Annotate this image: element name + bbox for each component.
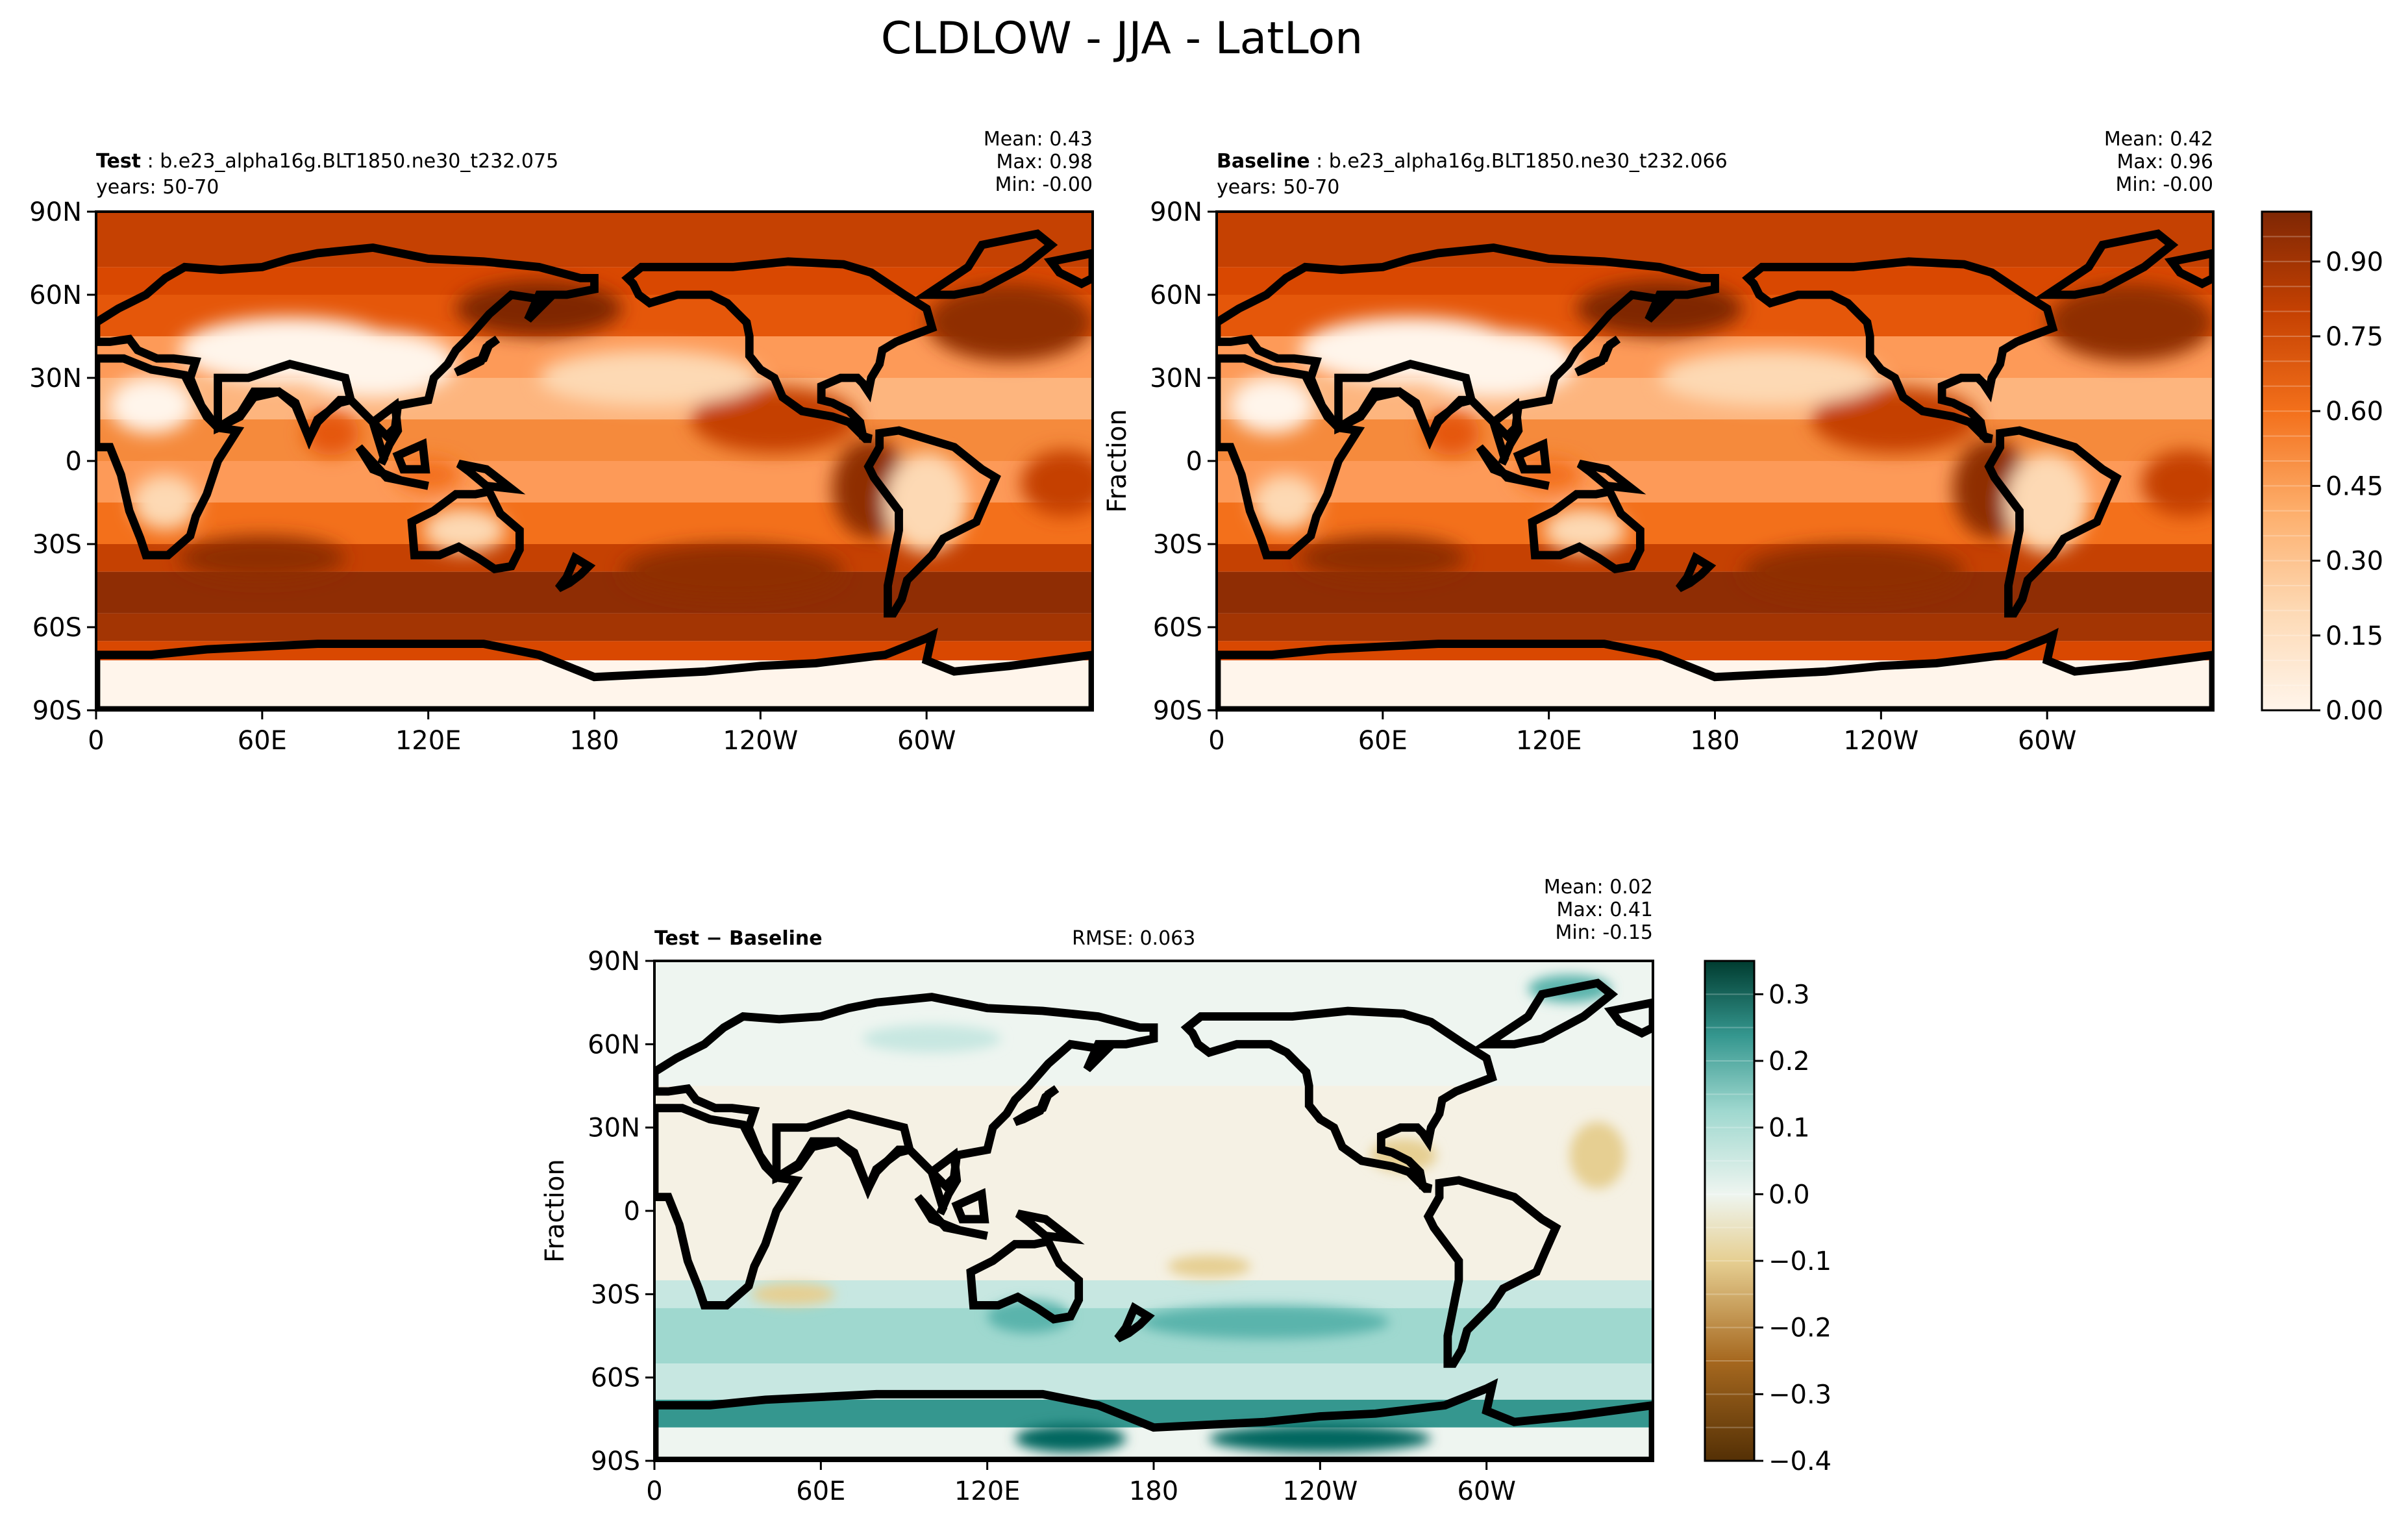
panel-years: years: 50-70 <box>96 176 219 199</box>
map-panel-diff: 0 60E 120E 180 120W 60W 90N 60N 30N 0 30S 60S 90S Tes… <box>540 876 1654 1506</box>
y-axis-label: Fraction <box>540 1159 570 1263</box>
colorbar-tick-label: −0.1 <box>1769 1247 1831 1276</box>
lat-tick-label: 90N <box>1150 197 1202 227</box>
panel-stat-mean: Mean: 0.43 <box>984 128 1093 151</box>
lon-tick-label: 120E <box>954 1476 1021 1506</box>
panel-stat-mean: Mean: 0.42 <box>2104 128 2213 151</box>
lon-tick-label: 0 <box>88 726 104 756</box>
colorbar-tick-label: 0.30 <box>2326 547 2383 577</box>
lon-tick-label: 180 <box>1690 726 1739 756</box>
field-test <box>96 212 1093 710</box>
lon-tick-label: 60W <box>2018 726 2076 756</box>
colorbar-tick-label: −0.4 <box>1769 1447 1831 1476</box>
panel-stat-min: Min: -0.15 <box>1556 921 1654 944</box>
colorbar-tick-label: 0.0 <box>1769 1180 1810 1210</box>
lat-tick-label: 60S <box>32 613 82 643</box>
colorbar-tick-label: 0.45 <box>2326 471 2383 501</box>
lat-tick-label: 30N <box>29 364 82 393</box>
colorbar-tick-label: 0.2 <box>1769 1047 1810 1076</box>
map-panel-baseline: 0 60E 120E 180 120W 60W 90N 60N 30N 0 30S 60S 90S Bas… <box>1102 128 2215 756</box>
lat-tick-label: 60S <box>1153 613 1202 643</box>
colorbar-tick-label: 0.15 <box>2326 621 2383 651</box>
lat-tick-label: 0 <box>624 1197 640 1226</box>
lat-tick-label: 60N <box>29 280 82 310</box>
lon-tick-label: 120E <box>1516 726 1582 756</box>
panel-stat-max: Max: 0.41 <box>1557 899 1653 921</box>
panel-header: Baseline : b.e23_alpha16g.BLT1850.ne30_t… <box>1217 150 1728 173</box>
colorbar-tick-label: −0.3 <box>1769 1380 1831 1410</box>
panel-stat-max: Max: 0.98 <box>997 151 1093 173</box>
lon-tick-label: 60E <box>238 726 287 756</box>
figure-title: CLDLOW - JJA - LatLon <box>881 13 1363 64</box>
colorbar-diff: −0.4 −0.3 −0.2 −0.1 0.0 0.1 0.2 0.3 <box>1704 960 1831 1476</box>
lon-tick-label: 0 <box>646 1476 662 1506</box>
panel-stat-mean: Mean: 0.02 <box>1544 876 1653 899</box>
lon-tick-label: 180 <box>569 726 619 756</box>
colorbar-tick-label: 0.90 <box>2326 247 2383 277</box>
lon-tick-label: 120E <box>395 726 462 756</box>
panel-stat-min: Min: -0.00 <box>995 173 1093 196</box>
lon-tick-label: 60W <box>897 726 956 756</box>
panel-stat-max: Max: 0.96 <box>2117 151 2213 173</box>
lat-tick-label: 30N <box>1150 364 1202 393</box>
lon-tick-label: 0 <box>1208 726 1224 756</box>
lat-tick-label: 30S <box>32 530 82 560</box>
lat-tick-label: 90S <box>1153 696 1202 726</box>
colorbar-tick-label: 0.60 <box>2326 397 2383 427</box>
lon-tick-label: 180 <box>1129 1476 1178 1506</box>
lat-tick-label: 0 <box>66 447 82 477</box>
panel-years: years: 50-70 <box>1217 176 1339 199</box>
panel-stat-min: Min: -0.00 <box>2116 173 2214 196</box>
lon-tick-label: 120W <box>1843 726 1918 756</box>
colorbar-tick-label: 0.00 <box>2326 696 2383 726</box>
colorbar-baseline: 0.00 0.15 0.30 0.45 0.60 0.75 0.90 <box>2261 210 2383 726</box>
colorbar-tick-label: 0.3 <box>1769 980 1810 1010</box>
y-axis-label: Fraction <box>1102 409 1132 513</box>
colorbar-tick-label: 0.75 <box>2326 322 2383 352</box>
lat-tick-label: 60S <box>591 1363 640 1393</box>
map-panel-test: 0 60E 120E 180 120W 60W 90N 60N 30N 0 30S 60S 90S Tes… <box>29 128 1094 756</box>
panel-header: Test : b.e23_alpha16g.BLT1850.ne30_t232.… <box>96 150 558 173</box>
colorbar-tick-label: −0.2 <box>1769 1313 1831 1343</box>
lat-tick-label: 60N <box>588 1030 640 1060</box>
field-baseline <box>1217 212 2213 710</box>
lon-tick-label: 60W <box>1457 1476 1515 1506</box>
lon-tick-label: 120W <box>1282 1476 1358 1506</box>
lon-tick-label: 60E <box>796 1476 845 1506</box>
lat-tick-label: 30S <box>591 1280 640 1310</box>
lon-tick-label: 120W <box>723 726 798 756</box>
lat-tick-label: 0 <box>1186 447 1202 477</box>
lat-tick-label: 30S <box>1153 530 1202 560</box>
lat-tick-label: 90S <box>591 1447 640 1476</box>
lat-tick-label: 90S <box>32 696 82 726</box>
lat-tick-label: 90N <box>588 947 640 976</box>
lat-tick-label: 90N <box>29 197 82 227</box>
colorbar-tick-label: 0.1 <box>1769 1113 1810 1143</box>
panel-header: Test − Baseline <box>654 927 823 950</box>
lat-tick-label: 30N <box>588 1113 640 1143</box>
lon-tick-label: 60E <box>1358 726 1408 756</box>
lat-tick-label: 60N <box>1150 280 1202 310</box>
panel-rmse: RMSE: 0.063 <box>1072 927 1195 950</box>
